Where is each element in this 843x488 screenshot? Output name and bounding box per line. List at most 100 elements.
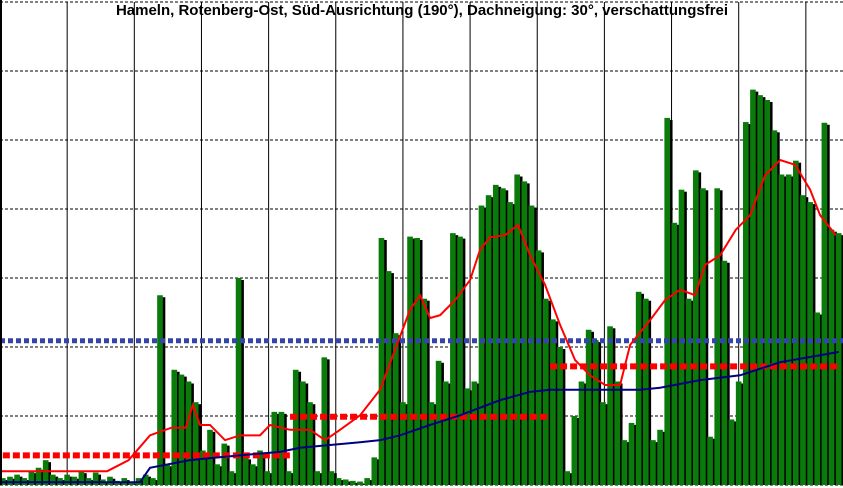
bar [792,160,799,485]
bar [778,174,785,485]
bar [457,236,463,485]
bar [557,347,563,485]
bar [528,205,535,486]
bar [578,381,585,485]
bar [328,471,335,485]
bar [621,440,628,485]
bar [42,460,49,485]
bar [750,89,756,485]
line-series [0,158,837,473]
bar [478,205,485,486]
bar [450,233,456,485]
bar [64,474,70,485]
bar [350,480,356,485]
bar [371,457,378,485]
chart-subtitle: Hameln, Rotenberg-Ost, Süd-Ausrichtung (… [116,2,728,19]
bar [157,295,163,485]
bar [607,326,613,485]
bar [357,481,363,485]
bar [728,419,735,485]
line-series [0,350,839,484]
bar [642,298,649,485]
bar [400,402,406,485]
bar [71,476,78,485]
bar [471,381,478,485]
bar [785,174,792,485]
bar [650,440,656,485]
bar [221,443,228,485]
bar [235,278,242,485]
bar [342,479,349,485]
bar [164,464,170,485]
bar [142,474,149,485]
bar [628,422,635,485]
bar [550,319,556,485]
bar [814,312,821,485]
bar [535,250,542,485]
bar [671,222,678,486]
bar [571,416,578,485]
bar [285,471,292,485]
bar [107,476,113,485]
bar [692,170,699,486]
bar [92,472,99,485]
bar [828,229,835,485]
bar [700,188,706,486]
bar [428,402,435,485]
bar [214,464,220,485]
bar [600,402,606,485]
bar [764,99,771,485]
bar [242,457,249,485]
bar [414,237,420,485]
bar [150,478,156,485]
bar [78,471,85,485]
bar [28,471,35,485]
bar [385,271,392,485]
bar [771,130,778,485]
bar [392,333,399,485]
bar [185,381,192,485]
bar [807,202,813,485]
bar [7,476,13,485]
bar [178,374,185,485]
bar [614,381,621,485]
bar [128,481,135,485]
bar [50,474,56,485]
bar [678,189,685,485]
bar [707,436,713,485]
bar [228,471,235,485]
bar [514,174,521,485]
bar [314,471,320,485]
bar [742,122,749,485]
bar [464,388,471,485]
bar [664,117,671,486]
bar [364,478,370,485]
bar [335,478,342,485]
bar [442,381,449,485]
bar [685,298,692,485]
bar [592,340,599,485]
bar [492,184,499,485]
bar [35,467,42,485]
bar [835,233,842,485]
bar [585,329,592,485]
bar [192,402,199,485]
bar [292,369,299,485]
bar [714,188,721,486]
bar [421,298,428,485]
bar [14,474,20,485]
bar [542,298,549,485]
bar [821,122,828,485]
bar [564,471,571,485]
bar [721,260,728,485]
bar [307,402,313,485]
bar [507,202,513,485]
bar [657,429,663,485]
bar [378,237,385,485]
bar [735,381,742,485]
bar [321,357,328,485]
bar [521,181,528,485]
bar [250,464,256,485]
bar [635,291,642,485]
